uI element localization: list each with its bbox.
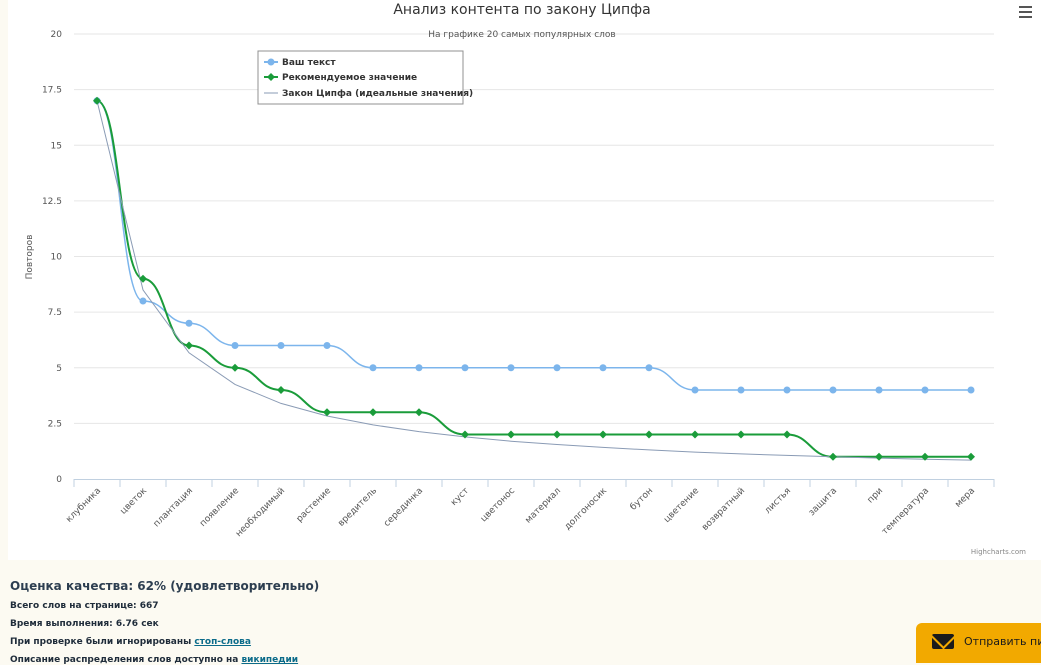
data-point-recommended[interactable] xyxy=(93,96,101,105)
data-point-recommended[interactable] xyxy=(323,408,331,417)
data-point-recommended[interactable] xyxy=(875,452,883,461)
data-point-your-text[interactable] xyxy=(231,342,239,349)
y-tick-label: 20 xyxy=(51,30,63,40)
stop-words-link[interactable]: стоп-слова xyxy=(194,637,251,647)
legend-label-zipf: Закон Ципфа (идеальные значения) xyxy=(282,89,473,99)
description-note: Описание распределения слов доступно на … xyxy=(10,655,298,665)
data-point-your-text[interactable] xyxy=(139,297,147,305)
series-line-1 xyxy=(96,99,971,458)
data-point-your-text[interactable] xyxy=(829,386,837,394)
data-point-recommended[interactable] xyxy=(139,274,147,283)
y-tick-label: 10 xyxy=(51,253,63,263)
x-tick-label: клубника xyxy=(64,486,103,525)
data-point-recommended[interactable] xyxy=(829,452,837,461)
x-tick-label: возвратный xyxy=(700,486,747,533)
total-words: Всего слов на странице: 667 xyxy=(10,601,159,611)
data-point-recommended[interactable] xyxy=(599,430,607,439)
y-tick-label: 15 xyxy=(51,141,62,151)
y-tick-label: 0 xyxy=(56,475,62,485)
send-feedback-label: Отправить пи xyxy=(964,635,1041,648)
chart-legend: Ваш текст Рекомендуемое значение Закон Ц… xyxy=(257,50,473,105)
zipf-chart: 0 2.5 5 7.5 10 12.5 15 17.5 20 клубника цветок план… xyxy=(25,2,1026,556)
x-tick-label: бутон xyxy=(629,486,656,513)
ignored-note-text: При проверке были игнорированы xyxy=(10,637,195,647)
data-point-your-text[interactable] xyxy=(967,386,975,394)
data-point-your-text[interactable] xyxy=(737,386,745,394)
data-point-recommended[interactable] xyxy=(691,430,699,439)
y-tick-label: 5 xyxy=(56,364,62,374)
y-tick-label: 17.5 xyxy=(42,86,62,96)
data-point-your-text[interactable] xyxy=(599,364,607,372)
x-tick-label: при xyxy=(866,486,886,506)
data-point-your-text[interactable] xyxy=(415,364,423,372)
x-tick-label: необходимый xyxy=(234,486,287,539)
x-tick-label: куст xyxy=(449,486,471,508)
x-tick-label: появление xyxy=(198,486,241,529)
data-point-recommended[interactable] xyxy=(461,430,469,439)
data-point-recommended[interactable] xyxy=(369,408,377,417)
chart-title: Анализ контента по закону Ципфа xyxy=(393,2,650,18)
y-axis-label: Повторов xyxy=(25,235,35,280)
data-point-your-text[interactable] xyxy=(323,342,331,349)
legend-item-zipf[interactable]: Закон Ципфа (идеальные значения) xyxy=(264,89,473,99)
data-point-recommended[interactable] xyxy=(783,430,791,439)
hamburger-menu-icon[interactable] xyxy=(1016,4,1036,22)
x-tick-label: температура xyxy=(880,486,931,537)
y-tick-label: 12.5 xyxy=(42,197,62,207)
data-point-recommended[interactable] xyxy=(231,363,239,372)
x-tick-label: цветение xyxy=(662,486,701,525)
chart-subtitle: На графике 20 самых популярных слов xyxy=(428,30,616,40)
data-point-recommended[interactable] xyxy=(737,430,745,439)
data-point-your-text[interactable] xyxy=(645,364,653,372)
data-point-your-text[interactable] xyxy=(553,364,561,372)
x-tick-label: мера xyxy=(953,486,977,510)
data-point-recommended[interactable] xyxy=(967,452,975,461)
execution-time: Время выполнения: 6.76 сек xyxy=(10,619,159,629)
x-tick-label: материал xyxy=(524,486,564,526)
y-tick-label: 7.5 xyxy=(48,308,62,318)
x-tick-label: плантация xyxy=(152,486,195,529)
legend-item-your-text[interactable]: Ваш текст xyxy=(264,58,336,68)
data-point-your-text[interactable] xyxy=(507,364,515,372)
wikipedia-link[interactable]: википедии xyxy=(241,655,299,665)
legend-label-your-text: Ваш текст xyxy=(282,58,336,68)
x-tick-label: серединка xyxy=(382,486,425,529)
series-line-0 xyxy=(96,100,971,391)
data-point-recommended[interactable] xyxy=(185,341,193,350)
data-point-your-text[interactable] xyxy=(783,386,791,394)
x-tick-label: цветок xyxy=(119,486,150,517)
x-tick-label: растение xyxy=(295,486,334,525)
send-feedback-button[interactable]: Отправить пи xyxy=(916,623,1041,663)
data-point-recommended[interactable] xyxy=(645,430,653,439)
data-point-recommended[interactable] xyxy=(507,430,515,439)
data-point-recommended[interactable] xyxy=(277,386,285,394)
quality-score: Оценка качества: 62% (удовлетворительно) xyxy=(10,579,320,593)
data-point-your-text[interactable] xyxy=(921,386,929,394)
description-note-text: Описание распределения слов доступно на xyxy=(10,655,242,665)
x-tick-label: долгоносик xyxy=(563,486,610,533)
x-tick-label: цветонос xyxy=(479,486,517,524)
data-point-your-text[interactable] xyxy=(277,342,285,349)
data-point-recommended[interactable] xyxy=(921,452,929,461)
data-point-recommended[interactable] xyxy=(415,408,423,417)
ignored-note: При проверке были игнорированы стоп-слов… xyxy=(10,637,251,647)
legend-label-recommended: Рекомендуемое значение xyxy=(282,73,417,83)
data-point-recommended[interactable] xyxy=(553,430,561,439)
data-point-your-text[interactable] xyxy=(875,386,883,394)
x-tick-label: защита xyxy=(807,486,839,518)
data-point-your-text[interactable] xyxy=(369,364,377,372)
data-point-your-text[interactable] xyxy=(691,386,699,394)
x-tick-label: листья xyxy=(763,486,793,516)
x-tick-label: вредитель xyxy=(336,486,379,529)
envelope-icon xyxy=(932,634,954,649)
highcharts-credits[interactable]: Highcharts.com xyxy=(971,548,1026,556)
legend-item-recommended[interactable]: Рекомендуемое значение xyxy=(264,73,417,83)
series-line-2 xyxy=(96,100,972,461)
chart-container: 0 2.5 5 7.5 10 12.5 15 17.5 20 клубника цветок план… xyxy=(8,0,1041,560)
data-point-your-text[interactable] xyxy=(185,319,193,327)
data-point-your-text[interactable] xyxy=(461,364,469,372)
y-tick-label: 2.5 xyxy=(48,419,62,429)
